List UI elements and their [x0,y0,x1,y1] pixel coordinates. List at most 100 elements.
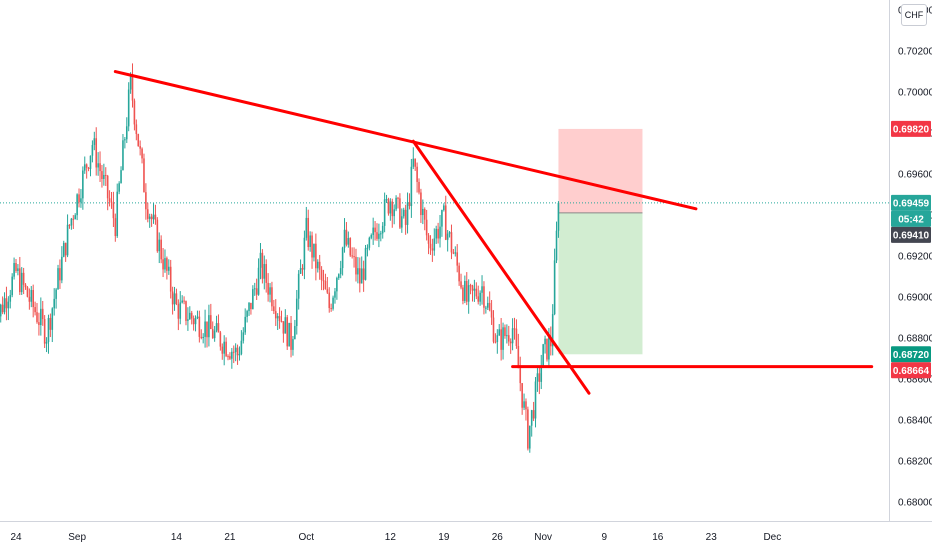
candle [523,393,525,411]
candle-body [550,337,552,347]
candle-body [393,209,395,217]
candle-body [301,268,304,270]
candle-body [456,252,459,266]
candle-body [435,228,437,239]
candle [536,366,539,392]
candle-body [131,74,134,101]
candle-body [465,280,468,302]
candle-body [106,175,109,199]
candle [422,199,424,225]
candle [9,289,12,309]
candle-body [114,218,117,237]
candle [276,313,279,330]
candle-body [7,301,10,309]
price-badge-box [891,362,931,379]
candle [530,409,533,437]
candle-body [154,214,157,220]
price-badge: 0.69459 [891,194,931,211]
candle [13,257,15,280]
candle-body [162,259,164,270]
candle [171,286,174,315]
candle-body [334,291,336,298]
upper-trendline[interactable] [113,70,698,211]
candle-body [118,183,120,192]
candle-body [420,192,422,216]
candle [288,322,290,347]
candle-body [527,409,529,449]
candle [318,254,321,280]
candle-body [158,239,161,252]
candle [443,203,445,212]
candle-body [116,191,119,237]
candle-body [324,281,327,290]
candle-body [322,280,325,282]
candle-body [204,321,206,337]
candle-body [483,286,485,308]
candle-body [252,289,254,310]
candle [485,305,487,314]
candles [0,63,560,453]
candle-body [263,264,266,279]
candle [206,321,208,348]
candle [395,195,397,212]
candle-body [326,289,329,293]
candle [160,235,162,264]
candle [372,217,374,245]
candle [76,193,78,221]
candle [320,266,323,291]
candle-body [213,330,216,339]
candle-body [110,201,113,203]
inner-trendline[interactable] [411,139,591,395]
time-tick-label: Dec [763,532,781,543]
candle-body [443,205,445,211]
candle-body [351,255,353,257]
candle [305,206,308,241]
candle-body [164,258,166,270]
candle-body [387,199,390,214]
price-badge-box [891,210,931,227]
candle-body [215,323,218,331]
candle [494,333,497,344]
candle [152,202,155,224]
currency-unit-button[interactable]: CHF [901,4,927,26]
candle-body [555,230,558,261]
candle [137,133,140,147]
candle [528,425,531,453]
candle-body [385,199,388,201]
candle [450,224,453,260]
candle [43,315,46,349]
candle [124,137,126,149]
candle-body [429,243,432,249]
candle-body [59,268,61,281]
candle-body [433,238,436,251]
candle [458,262,460,286]
candle [169,259,172,299]
candle [546,338,548,362]
candle-body [250,302,252,310]
candle [557,201,560,238]
candle [500,318,502,361]
candle-body [475,288,478,297]
trendlines[interactable] [113,70,874,395]
candle [433,228,436,256]
candle [202,333,204,344]
candle [486,296,489,310]
candle [232,345,235,364]
time-tick-label: 21 [224,532,236,543]
time-axis[interactable]: 24 Sep 14 21 Oct 12 19 26 Nov 9 16 23 Dec [10,532,781,543]
candle-body [22,272,25,285]
candle-body [261,252,264,279]
candle [112,191,115,227]
candle-body [316,261,319,269]
candle-body [24,284,27,288]
candle-body [238,353,241,356]
candle-body [295,298,298,327]
candle-body [236,347,239,356]
candle [462,284,464,305]
candle-body [200,336,203,339]
candle [353,247,355,268]
candle [210,303,212,330]
candle-body [423,208,426,220]
